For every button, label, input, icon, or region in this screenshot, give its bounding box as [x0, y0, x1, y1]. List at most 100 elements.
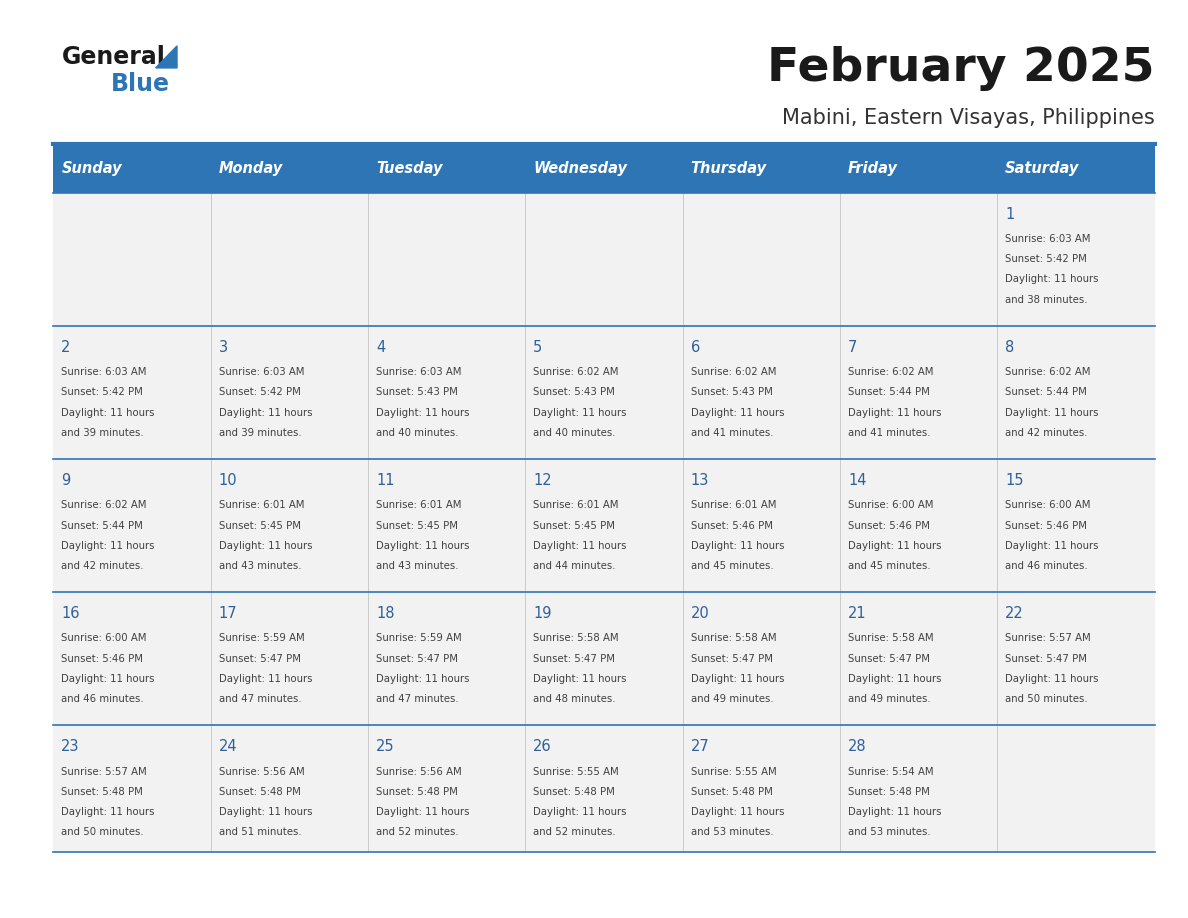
- Text: Sunset: 5:47 PM: Sunset: 5:47 PM: [690, 654, 772, 664]
- Text: Sunset: 5:46 PM: Sunset: 5:46 PM: [848, 521, 930, 531]
- Text: Sunset: 5:48 PM: Sunset: 5:48 PM: [848, 787, 930, 797]
- Text: 25: 25: [375, 739, 394, 754]
- Text: 24: 24: [219, 739, 238, 754]
- Text: 7: 7: [848, 340, 858, 354]
- Text: Sunrise: 5:55 AM: Sunrise: 5:55 AM: [533, 767, 619, 777]
- Text: Daylight: 11 hours: Daylight: 11 hours: [62, 807, 154, 817]
- Text: Sunset: 5:48 PM: Sunset: 5:48 PM: [62, 787, 144, 797]
- Text: 12: 12: [533, 473, 552, 487]
- Text: Sunset: 5:44 PM: Sunset: 5:44 PM: [848, 387, 930, 397]
- Text: 11: 11: [375, 473, 394, 487]
- Text: and 46 minutes.: and 46 minutes.: [62, 694, 144, 704]
- Text: Daylight: 11 hours: Daylight: 11 hours: [219, 541, 312, 551]
- Text: General: General: [62, 45, 165, 69]
- Bar: [53, 144, 1155, 193]
- Text: Sunset: 5:44 PM: Sunset: 5:44 PM: [1005, 387, 1087, 397]
- Text: 21: 21: [848, 606, 866, 621]
- Text: Sunset: 5:42 PM: Sunset: 5:42 PM: [1005, 254, 1087, 264]
- Text: 10: 10: [219, 473, 238, 487]
- Text: Sunrise: 5:59 AM: Sunrise: 5:59 AM: [219, 633, 304, 644]
- Text: and 48 minutes.: and 48 minutes.: [533, 694, 615, 704]
- Polygon shape: [156, 46, 177, 68]
- Text: 13: 13: [690, 473, 709, 487]
- Text: Sunset: 5:43 PM: Sunset: 5:43 PM: [375, 387, 457, 397]
- Text: Daylight: 11 hours: Daylight: 11 hours: [219, 674, 312, 684]
- Text: and 52 minutes.: and 52 minutes.: [375, 827, 459, 837]
- Text: Daylight: 11 hours: Daylight: 11 hours: [219, 408, 312, 418]
- Text: and 50 minutes.: and 50 minutes.: [1005, 694, 1088, 704]
- Text: and 46 minutes.: and 46 minutes.: [1005, 561, 1088, 571]
- Text: Daylight: 11 hours: Daylight: 11 hours: [848, 408, 941, 418]
- Text: Sunrise: 5:57 AM: Sunrise: 5:57 AM: [62, 767, 147, 777]
- Text: Blue: Blue: [110, 73, 170, 96]
- Text: Daylight: 11 hours: Daylight: 11 hours: [533, 408, 627, 418]
- Text: Sunset: 5:43 PM: Sunset: 5:43 PM: [690, 387, 772, 397]
- Text: Daylight: 11 hours: Daylight: 11 hours: [533, 541, 627, 551]
- Text: Wednesday: Wednesday: [533, 161, 627, 176]
- Text: Sunrise: 6:03 AM: Sunrise: 6:03 AM: [1005, 234, 1091, 244]
- Text: 26: 26: [533, 739, 552, 754]
- Text: Sunrise: 6:00 AM: Sunrise: 6:00 AM: [1005, 500, 1091, 510]
- Text: Sunset: 5:48 PM: Sunset: 5:48 PM: [533, 787, 615, 797]
- Text: Daylight: 11 hours: Daylight: 11 hours: [1005, 541, 1099, 551]
- Text: and 47 minutes.: and 47 minutes.: [375, 694, 459, 704]
- Text: 9: 9: [62, 473, 70, 487]
- Text: Sunrise: 5:57 AM: Sunrise: 5:57 AM: [1005, 633, 1091, 644]
- Text: Sunrise: 6:02 AM: Sunrise: 6:02 AM: [1005, 367, 1091, 377]
- Text: Saturday: Saturday: [1005, 161, 1080, 176]
- Text: and 43 minutes.: and 43 minutes.: [219, 561, 301, 571]
- Bar: [53, 326, 1155, 459]
- Text: 19: 19: [533, 606, 551, 621]
- Text: Tuesday: Tuesday: [375, 161, 442, 176]
- Text: and 38 minutes.: and 38 minutes.: [1005, 295, 1088, 305]
- Bar: [53, 592, 1155, 725]
- Text: and 41 minutes.: and 41 minutes.: [690, 428, 773, 438]
- Text: and 40 minutes.: and 40 minutes.: [533, 428, 615, 438]
- Bar: [53, 193, 1155, 326]
- Text: 27: 27: [690, 739, 709, 754]
- Text: 18: 18: [375, 606, 394, 621]
- Text: Sunset: 5:46 PM: Sunset: 5:46 PM: [1005, 521, 1087, 531]
- Text: 20: 20: [690, 606, 709, 621]
- Text: Daylight: 11 hours: Daylight: 11 hours: [219, 807, 312, 817]
- Text: Daylight: 11 hours: Daylight: 11 hours: [62, 408, 154, 418]
- Text: Sunrise: 6:03 AM: Sunrise: 6:03 AM: [62, 367, 147, 377]
- Text: Sunset: 5:45 PM: Sunset: 5:45 PM: [533, 521, 615, 531]
- Text: Sunrise: 6:02 AM: Sunrise: 6:02 AM: [848, 367, 934, 377]
- Text: Sunset: 5:42 PM: Sunset: 5:42 PM: [62, 387, 144, 397]
- Text: Sunset: 5:47 PM: Sunset: 5:47 PM: [848, 654, 930, 664]
- Text: and 53 minutes.: and 53 minutes.: [690, 827, 773, 837]
- Text: Daylight: 11 hours: Daylight: 11 hours: [375, 807, 469, 817]
- Text: and 49 minutes.: and 49 minutes.: [848, 694, 930, 704]
- Text: Sunset: 5:48 PM: Sunset: 5:48 PM: [219, 787, 301, 797]
- Text: Mabini, Eastern Visayas, Philippines: Mabini, Eastern Visayas, Philippines: [782, 107, 1155, 128]
- Text: Monday: Monday: [219, 161, 283, 176]
- Text: and 53 minutes.: and 53 minutes.: [848, 827, 930, 837]
- Text: Sunrise: 5:58 AM: Sunrise: 5:58 AM: [533, 633, 619, 644]
- Text: Sunrise: 5:59 AM: Sunrise: 5:59 AM: [375, 633, 462, 644]
- Text: Sunset: 5:47 PM: Sunset: 5:47 PM: [219, 654, 301, 664]
- Text: Sunset: 5:44 PM: Sunset: 5:44 PM: [62, 521, 144, 531]
- Text: 28: 28: [848, 739, 866, 754]
- Text: Sunrise: 5:56 AM: Sunrise: 5:56 AM: [219, 767, 304, 777]
- Text: Daylight: 11 hours: Daylight: 11 hours: [375, 541, 469, 551]
- Text: 2: 2: [62, 340, 71, 354]
- Text: Thursday: Thursday: [690, 161, 766, 176]
- Bar: [53, 459, 1155, 592]
- Text: Daylight: 11 hours: Daylight: 11 hours: [1005, 408, 1099, 418]
- Text: and 45 minutes.: and 45 minutes.: [848, 561, 930, 571]
- Text: Daylight: 11 hours: Daylight: 11 hours: [62, 541, 154, 551]
- Text: Sunset: 5:46 PM: Sunset: 5:46 PM: [690, 521, 772, 531]
- Text: 6: 6: [690, 340, 700, 354]
- Text: and 47 minutes.: and 47 minutes.: [219, 694, 302, 704]
- Bar: [53, 725, 1155, 852]
- Text: and 42 minutes.: and 42 minutes.: [1005, 428, 1088, 438]
- Text: Daylight: 11 hours: Daylight: 11 hours: [848, 674, 941, 684]
- Text: Sunrise: 6:02 AM: Sunrise: 6:02 AM: [62, 500, 147, 510]
- Text: Daylight: 11 hours: Daylight: 11 hours: [690, 674, 784, 684]
- Text: and 43 minutes.: and 43 minutes.: [375, 561, 459, 571]
- Text: Sunrise: 6:01 AM: Sunrise: 6:01 AM: [219, 500, 304, 510]
- Text: Sunset: 5:48 PM: Sunset: 5:48 PM: [375, 787, 457, 797]
- Text: Daylight: 11 hours: Daylight: 11 hours: [848, 807, 941, 817]
- Text: 14: 14: [848, 473, 866, 487]
